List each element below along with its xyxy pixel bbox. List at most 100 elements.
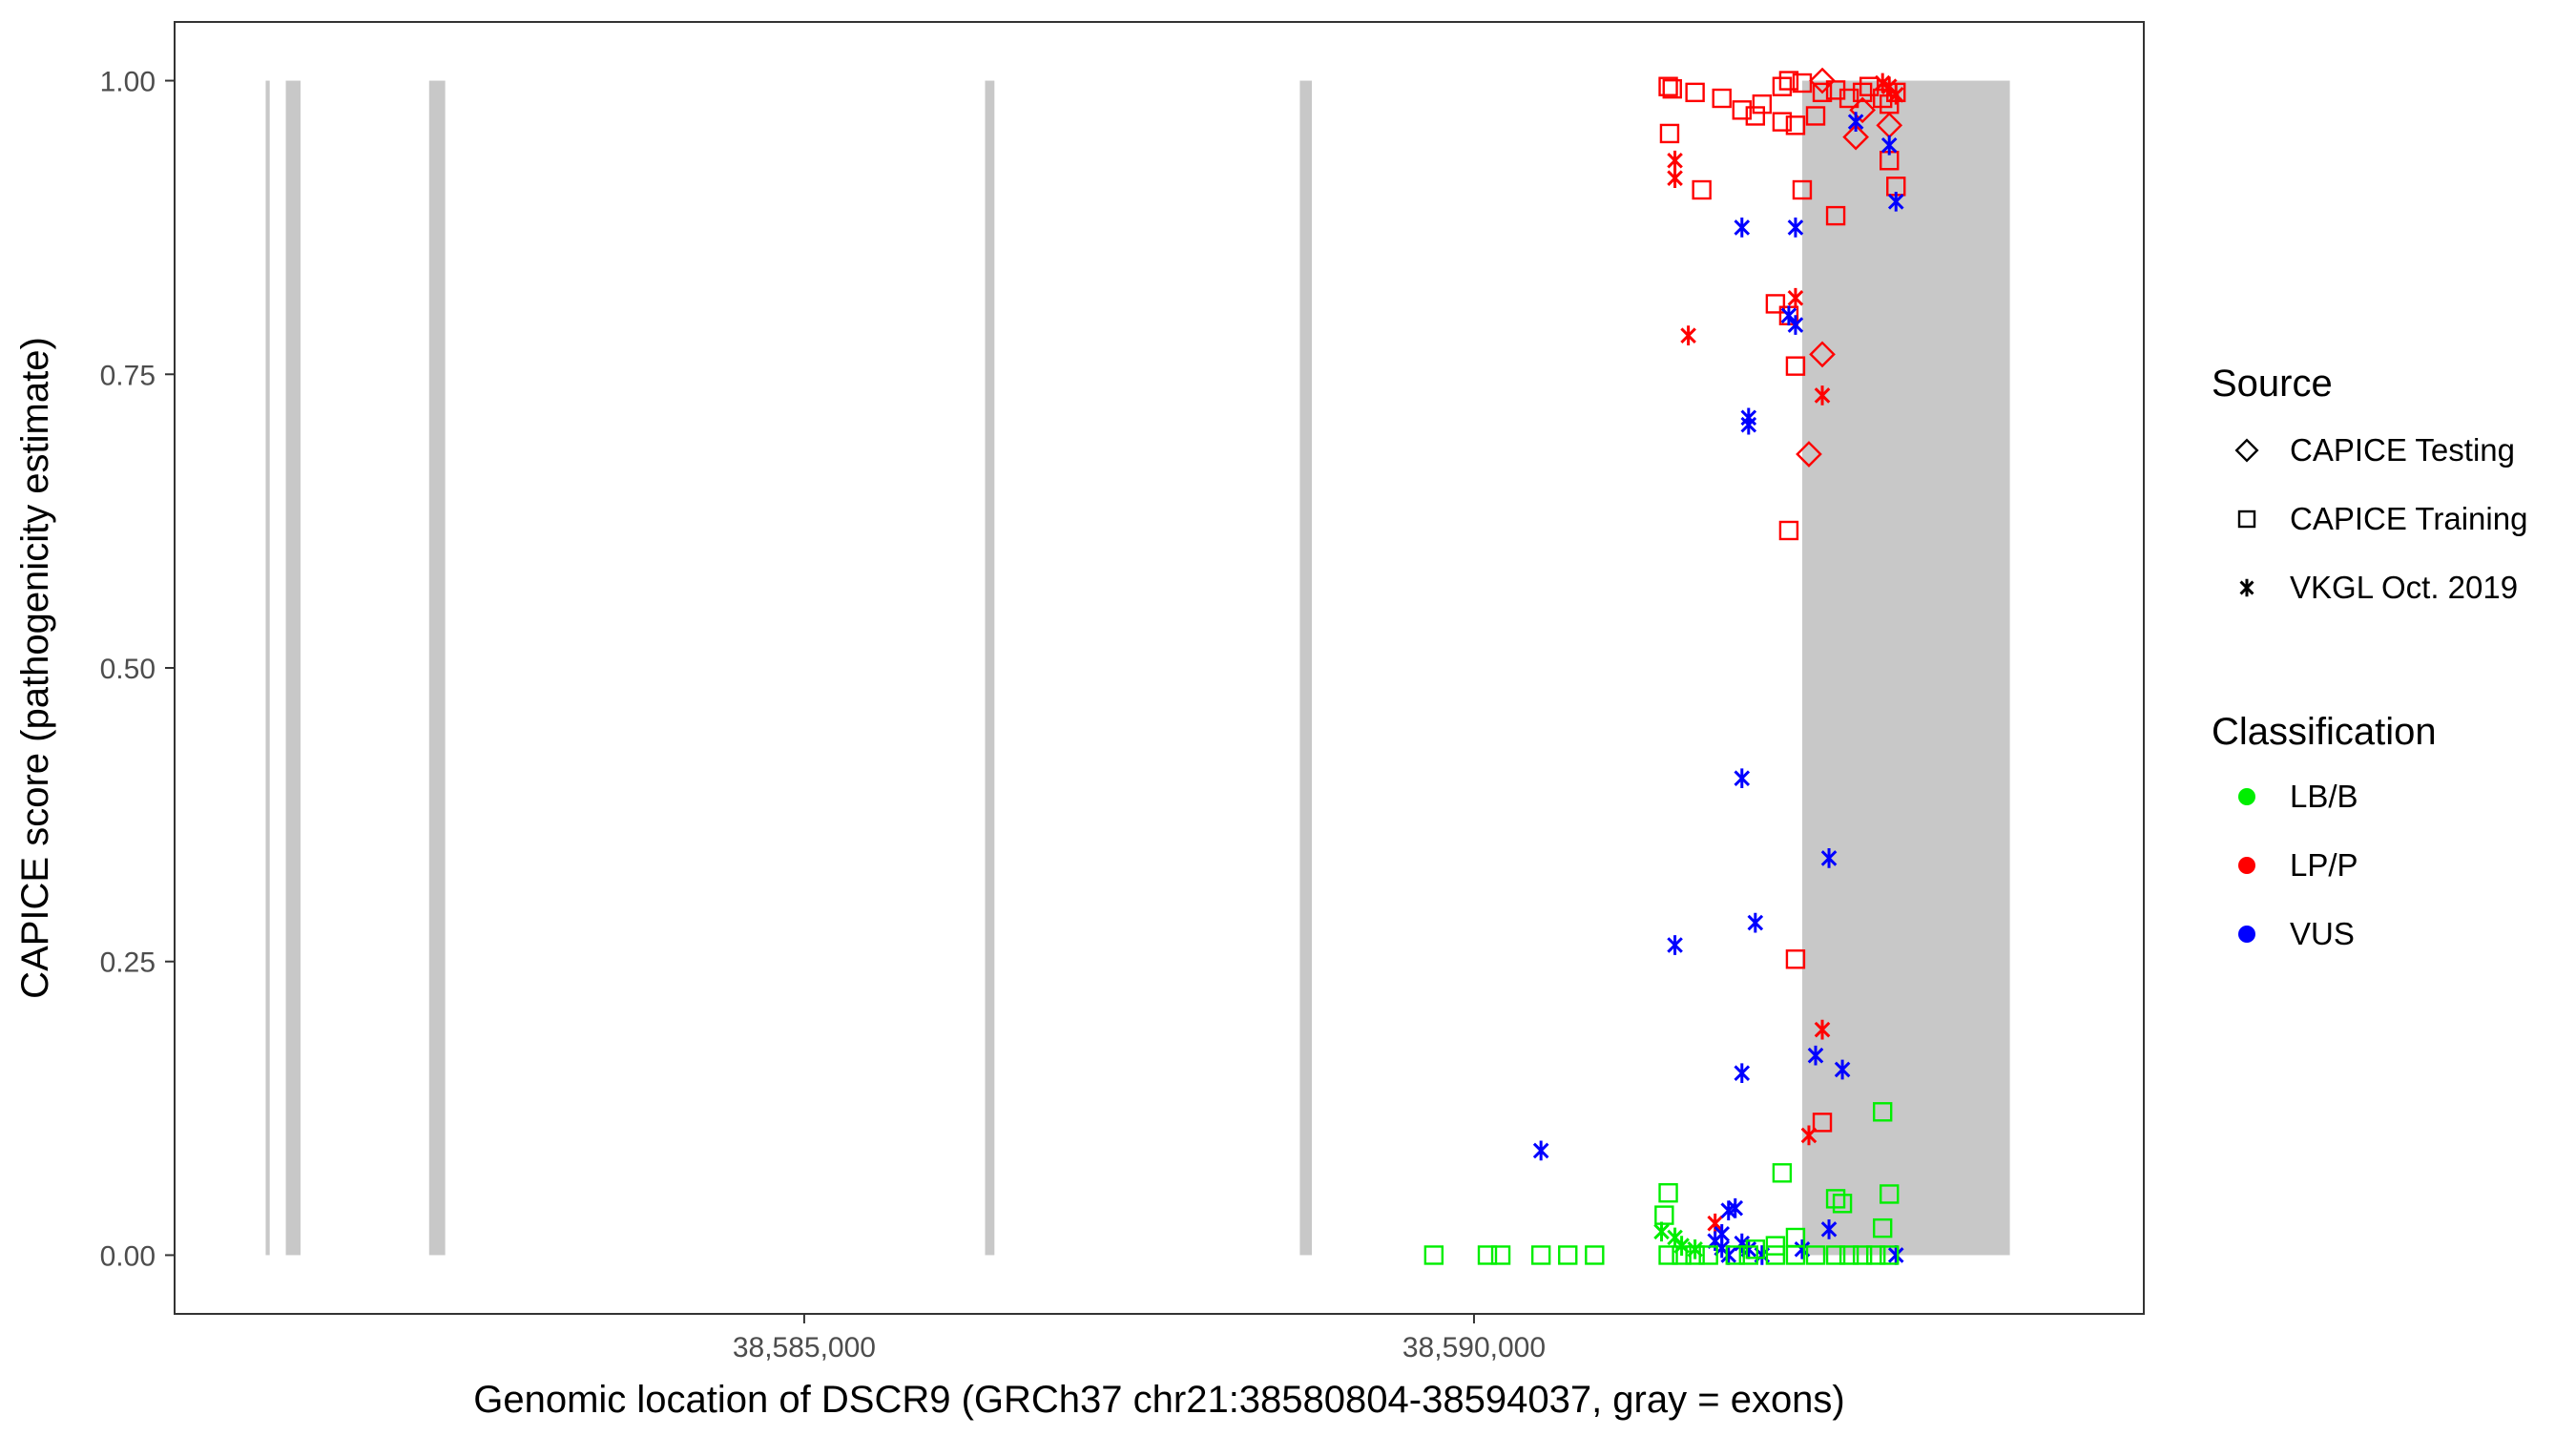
data-point-asterisk-vus xyxy=(1834,1059,1851,1080)
data-point-diamond-lpp-shape xyxy=(1849,96,1876,124)
data-point-square-lpp xyxy=(1745,106,1766,126)
data-point-square-lbb xyxy=(1725,1245,1745,1265)
data-point-square-lbb-shape xyxy=(1825,1245,1846,1265)
data-point-square-lbb xyxy=(1585,1245,1605,1265)
data-point-square-lbb xyxy=(1880,1245,1900,1265)
legend-key-diamond xyxy=(2234,438,2259,463)
data-point-asterisk-vus xyxy=(1780,305,1797,326)
data-point-square-lbb-shape xyxy=(1772,1163,1793,1183)
data-point-square-lbb xyxy=(1658,1245,1678,1265)
data-point-asterisk-lpp xyxy=(1814,385,1831,406)
data-point-square-lpp-shape xyxy=(1839,88,1859,109)
data-point-square-lbb-shape xyxy=(1865,1245,1886,1265)
data-point-square-lbb xyxy=(1852,1245,1873,1265)
data-point-square-lpp xyxy=(1785,356,1806,376)
legend-source-title: Source xyxy=(2212,363,2333,405)
exon-band xyxy=(428,80,446,1256)
data-point-asterisk-lpp-shape xyxy=(1667,150,1683,171)
data-point-asterisk-vus-shape xyxy=(1734,218,1751,238)
data-point-square-lpp-shape xyxy=(1812,1113,1833,1133)
data-point-square-lbb xyxy=(1530,1245,1551,1265)
legend-key-asterisk xyxy=(2239,578,2254,597)
data-point-square-lbb xyxy=(1839,1245,1859,1265)
data-point-square-lpp-shape xyxy=(1792,179,1813,200)
data-point-asterisk-vus-shape xyxy=(1532,1140,1549,1161)
data-point-asterisk-vus-shape xyxy=(1880,135,1898,156)
data-point-asterisk-lbb-shape xyxy=(1653,1221,1670,1242)
data-point-square-lpp-shape xyxy=(1778,71,1799,91)
exon-band xyxy=(1299,80,1313,1256)
data-point-square-lpp xyxy=(1692,179,1712,200)
data-point-square-lpp-shape xyxy=(1812,82,1833,103)
data-point-asterisk-vus-shape xyxy=(1787,218,1804,238)
y-tick-label: 0.50 xyxy=(100,654,156,685)
data-point-square-lpp xyxy=(1805,106,1826,126)
data-point-asterisk-vus-shape xyxy=(1734,1063,1751,1084)
data-point-asterisk-vus xyxy=(1734,768,1751,789)
data-point-square-lpp-shape xyxy=(1852,82,1873,103)
data-point-diamond-lpp xyxy=(1849,96,1876,124)
data-point-square-lpp xyxy=(1812,82,1833,103)
data-point-square-lbb xyxy=(1685,1245,1705,1265)
data-point-square-lbb-shape xyxy=(1745,1239,1766,1259)
legend-source-label: CAPICE Testing xyxy=(2290,432,2515,468)
data-point-square-lpp xyxy=(1658,76,1678,96)
data-point-square-lbb-shape xyxy=(1658,1183,1678,1203)
data-point-asterisk-vus-shape xyxy=(1727,1197,1744,1218)
data-point-square-lbb xyxy=(1423,1245,1444,1265)
data-point-square-lpp-shape xyxy=(1732,100,1752,120)
data-point-square-lpp-shape xyxy=(1792,73,1813,94)
data-point-square-lbb-shape xyxy=(1873,1217,1893,1238)
data-point-asterisk-vus-shape xyxy=(1887,191,1904,212)
data-point-square-lbb xyxy=(1873,1217,1893,1238)
y-tick-label: 0.00 xyxy=(100,1240,156,1272)
data-point-asterisk-lpp-shape xyxy=(1814,385,1831,406)
data-point-asterisk-vus-shape xyxy=(1820,848,1838,868)
data-point-asterisk-lpp xyxy=(1814,1019,1831,1040)
data-point-square-lbb-shape xyxy=(1852,1245,1873,1265)
legend-source-label: VKGL Oct. 2019 xyxy=(2290,570,2518,605)
data-point-asterisk-lpp xyxy=(1800,1125,1818,1146)
data-point-square-lpp xyxy=(1839,88,1859,109)
data-point-asterisk-vus xyxy=(1847,112,1864,132)
data-point-square-lbb-shape xyxy=(1785,1227,1806,1248)
exon-band xyxy=(285,80,301,1256)
legend-classification-label: VUS xyxy=(2290,916,2355,951)
legend-key-dot xyxy=(2238,926,2255,943)
data-point-square-lbb xyxy=(1654,1205,1674,1225)
data-point-asterisk-lpp-shape xyxy=(1667,168,1683,189)
y-tick-label: 0.75 xyxy=(100,360,156,391)
data-point-diamond-lpp xyxy=(1809,341,1836,368)
data-point-square-lbb xyxy=(1558,1245,1578,1265)
data-point-asterisk-lpp-shape xyxy=(1800,1125,1818,1146)
data-point-square-lbb xyxy=(1785,1227,1806,1248)
axes-layer: 0.00 0.25 0.50 0.75 1.00 38,585,000 38,590,000 xyxy=(100,67,1546,1363)
data-point-square-lpp-shape xyxy=(1752,94,1773,114)
data-point-asterisk-lpp-shape xyxy=(1814,1019,1831,1040)
data-point-asterisk-vus xyxy=(1740,414,1757,435)
data-point-square-lbb xyxy=(1477,1245,1498,1265)
data-point-square-lbb xyxy=(1825,1189,1846,1209)
data-point-square-lbb xyxy=(1825,1245,1846,1265)
data-point-square-lbb-shape xyxy=(1873,1102,1893,1122)
data-point-square-lpp xyxy=(1825,205,1846,226)
data-point-square-lpp-shape xyxy=(1658,76,1678,96)
y-axis-label: CAPICE score (pathogenicity estimate) xyxy=(14,337,56,999)
data-point-square-lbb-shape xyxy=(1490,1245,1511,1265)
data-point-square-lpp-shape xyxy=(1825,205,1846,226)
data-point-square-lpp xyxy=(1812,1113,1833,1133)
data-point-square-lbb-shape xyxy=(1530,1245,1551,1265)
exon-band xyxy=(985,80,995,1256)
data-point-square-lbb-shape xyxy=(1839,1245,1859,1265)
data-point-square-lbb-shape xyxy=(1765,1236,1786,1256)
data-point-square-lpp-shape xyxy=(1772,112,1793,132)
data-point-square-lbb xyxy=(1805,1245,1826,1265)
data-point-asterisk-vus-shape xyxy=(1887,1245,1904,1265)
data-point-asterisk-vus xyxy=(1532,1140,1549,1161)
data-point-asterisk-lpp xyxy=(1887,84,1904,105)
data-point-asterisk-vus xyxy=(1820,1219,1838,1239)
data-point-square-lbb-shape xyxy=(1585,1245,1605,1265)
data-point-square-lbb-shape xyxy=(1477,1245,1498,1265)
